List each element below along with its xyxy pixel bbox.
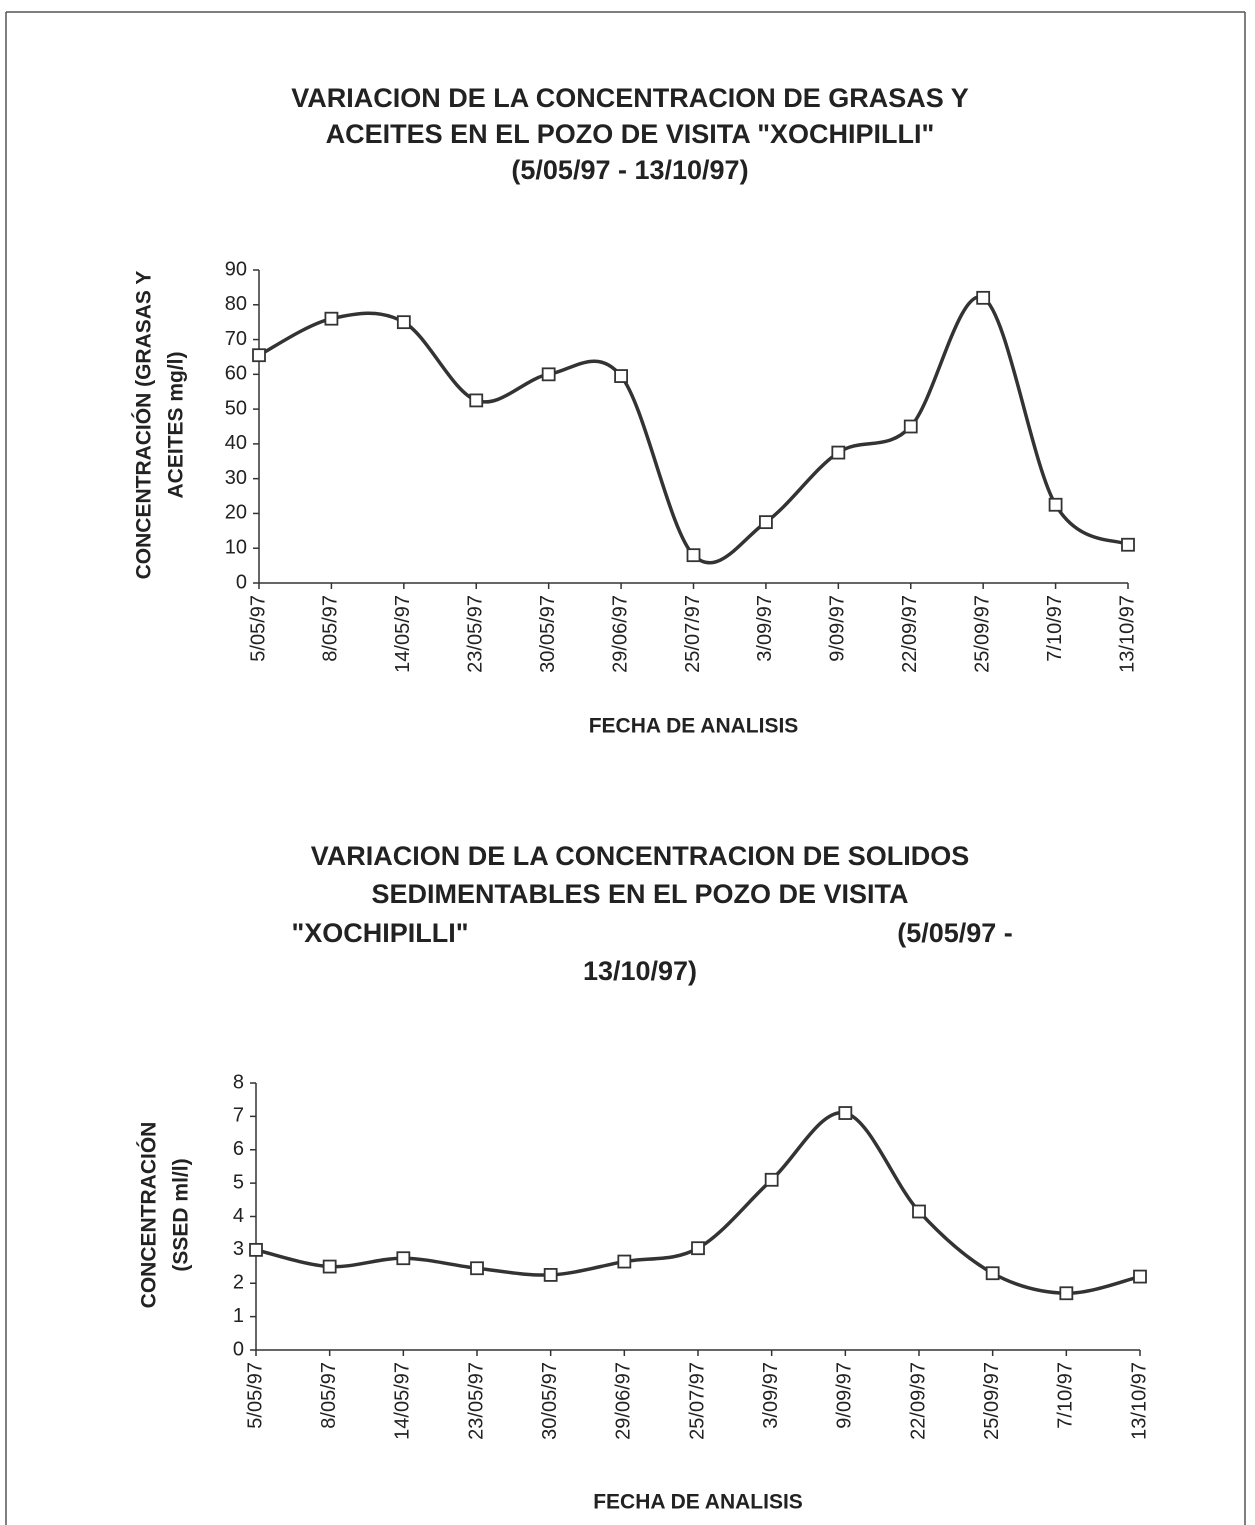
y-tick-label: 60 — [225, 363, 247, 385]
data-point — [838, 1106, 853, 1120]
x-tick-label: 8/05/97 — [318, 1362, 340, 1429]
x-tick-label: 3/09/97 — [754, 595, 776, 662]
data-point — [469, 393, 484, 408]
chart-title: SEDIMENTABLES EN EL POZO DE VISITA — [371, 879, 908, 909]
y-tick-label: 0 — [236, 571, 247, 593]
x-tick-label: 25/07/97 — [682, 595, 704, 673]
data-point — [396, 315, 411, 330]
data-point — [614, 369, 628, 383]
data-point — [912, 1204, 926, 1219]
y-axis-label: (SSED ml/l) — [170, 1158, 193, 1271]
data-point — [1059, 1286, 1074, 1301]
y-tick-label: 80 — [225, 293, 247, 315]
y-tick-label: 90 — [225, 258, 247, 280]
x-tick-label: 7/10/97 — [1055, 1362, 1077, 1429]
x-tick-label: 25/09/97 — [971, 595, 993, 673]
data-point — [249, 1242, 263, 1257]
data-point — [903, 419, 918, 434]
y-tick-label: 50 — [225, 397, 247, 419]
x-tick-label: 13/10/97 — [1116, 595, 1138, 673]
x-tick-label: 30/05/97 — [537, 595, 559, 673]
x-tick-label: 29/06/97 — [609, 595, 631, 673]
x-tick-label: 8/05/97 — [320, 595, 342, 662]
y-tick-label: 10 — [225, 537, 247, 559]
chart-title: 13/10/97) — [583, 956, 697, 986]
x-tick-label: 22/09/97 — [907, 1362, 929, 1440]
data-point — [759, 515, 773, 530]
x-tick-label: 29/06/97 — [613, 1362, 635, 1440]
y-tick-label: 30 — [225, 467, 247, 489]
data-line — [255, 1111, 1141, 1296]
x-tick-label: 5/05/97 — [247, 595, 269, 662]
y-tick-label: 2 — [233, 1272, 244, 1294]
y-tick-label: 8 — [233, 1071, 244, 1093]
x-tick-label: 9/09/97 — [834, 1362, 856, 1429]
data-point — [1121, 537, 1135, 552]
data-point — [617, 1254, 632, 1269]
y-tick-label: 3 — [233, 1238, 244, 1260]
y-axis-label: ACEITES mg/l) — [165, 351, 188, 498]
x-tick-label: 14/05/97 — [392, 595, 414, 673]
data-point — [691, 1241, 705, 1256]
x-tick-label: 25/07/97 — [686, 1362, 708, 1440]
y-tick-label: 0 — [233, 1338, 244, 1360]
x-tick-label: 13/10/97 — [1128, 1362, 1150, 1440]
chart-title: (5/05/97 - — [897, 918, 1013, 948]
data-point — [396, 1251, 411, 1266]
y-tick-label: 6 — [233, 1138, 244, 1160]
x-tick-label: 5/05/97 — [244, 1362, 266, 1429]
data-line — [258, 295, 1129, 565]
data-point — [985, 1266, 1000, 1281]
data-point — [541, 367, 556, 382]
y-tick-label: 4 — [233, 1205, 244, 1227]
x-axis-label: FECHA DE ANALISIS — [593, 1491, 803, 1514]
x-tick-label: 3/09/97 — [760, 1362, 782, 1429]
chart-title: "XOCHIPILLI" — [291, 918, 468, 948]
chart-title: VARIACION DE LA CONCENTRACION DE GRASAS … — [291, 83, 969, 113]
x-tick-label: 23/05/97 — [465, 595, 487, 673]
data-point — [764, 1172, 779, 1187]
y-tick-label: 70 — [225, 328, 247, 350]
x-tick-label: 30/05/97 — [539, 1362, 561, 1440]
y-tick-label: 7 — [233, 1105, 244, 1127]
x-tick-label: 7/10/97 — [1044, 595, 1066, 662]
chart-title: (5/05/97 - 13/10/97) — [511, 155, 748, 185]
x-tick-label: 9/09/97 — [827, 595, 849, 662]
data-point — [543, 1268, 558, 1282]
y-tick-label: 5 — [233, 1171, 244, 1193]
data-point — [470, 1261, 484, 1276]
data-point — [324, 311, 339, 326]
data-point — [976, 290, 991, 305]
x-tick-label: 14/05/97 — [392, 1362, 414, 1440]
y-tick-label: 40 — [225, 432, 247, 454]
data-point — [1048, 497, 1063, 512]
data-point — [1133, 1269, 1147, 1284]
x-tick-label: 25/09/97 — [981, 1362, 1003, 1440]
x-tick-label: 23/05/97 — [465, 1362, 487, 1440]
chart-title: VARIACION DE LA CONCENTRACION DE SOLIDOS — [311, 841, 970, 871]
data-point — [252, 348, 266, 363]
x-tick-label: 22/09/97 — [899, 595, 921, 673]
data-point — [322, 1259, 337, 1274]
y-axis-label: CONCENTRACIÓN — [137, 1122, 161, 1309]
x-axis-label: FECHA DE ANALISIS — [589, 715, 799, 738]
y-axis-label: CONCENTRACIÓN (GRASAS Y — [132, 271, 156, 580]
y-tick-label: 1 — [233, 1305, 244, 1327]
data-point — [831, 445, 846, 460]
y-tick-label: 20 — [225, 502, 247, 524]
data-point — [686, 548, 701, 563]
chart-title: ACEITES EN EL POZO DE VISITA "XOCHIPILLI… — [326, 119, 935, 149]
